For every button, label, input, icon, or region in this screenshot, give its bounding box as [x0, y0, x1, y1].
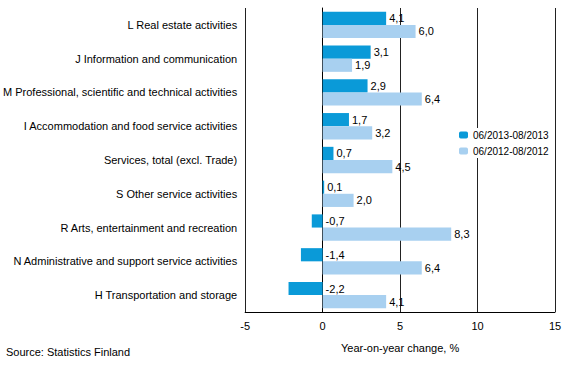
svg-text:0: 0 — [320, 320, 326, 332]
svg-text:6,4: 6,4 — [425, 93, 440, 105]
svg-text:6,4: 6,4 — [425, 262, 440, 274]
svg-text:2,9: 2,9 — [371, 80, 386, 92]
svg-text:6,0: 6,0 — [419, 25, 434, 37]
svg-text:4,1: 4,1 — [389, 296, 404, 308]
svg-text:H Transportation and storage: H Transportation and storage — [95, 289, 237, 301]
svg-text:06/2013-08/2013: 06/2013-08/2013 — [473, 130, 549, 141]
svg-text:3,2: 3,2 — [375, 127, 390, 139]
svg-text:M Professional, scientific and: M Professional, scientific and technical… — [3, 86, 238, 98]
svg-text:0,7: 0,7 — [336, 147, 351, 159]
svg-text:1,9: 1,9 — [355, 59, 370, 71]
svg-text:5: 5 — [397, 320, 403, 332]
svg-text:S Other service activities: S Other service activities — [116, 188, 238, 200]
svg-text:-1,4: -1,4 — [326, 249, 345, 261]
svg-text:-5: -5 — [240, 320, 250, 332]
svg-text:L Real estate activities: L Real estate activities — [128, 19, 238, 31]
svg-text:8,3: 8,3 — [454, 228, 469, 240]
svg-text:N Administrative and support s: N Administrative and support service act… — [13, 255, 237, 267]
svg-text:0,1: 0,1 — [327, 181, 342, 193]
svg-text:4,5: 4,5 — [395, 161, 410, 173]
svg-text:3,1: 3,1 — [374, 46, 389, 58]
svg-text:R Arts, entertainment and recr: R Arts, entertainment and recreation — [60, 222, 237, 234]
svg-text:J Information and communicatio: J Information and communication — [75, 53, 237, 65]
svg-text:15: 15 — [549, 320, 561, 332]
svg-text:Year-on-year change, %: Year-on-year change, % — [341, 342, 459, 354]
svg-text:-2,2: -2,2 — [326, 283, 345, 295]
svg-text:1,7: 1,7 — [352, 114, 367, 126]
svg-text:-0,7: -0,7 — [326, 215, 345, 227]
svg-text:Source: Statistics Finland: Source: Statistics Finland — [6, 346, 130, 358]
svg-text:06/2012-08/2012: 06/2012-08/2012 — [473, 146, 549, 157]
svg-text:Services, total (excl. Trade): Services, total (excl. Trade) — [104, 154, 237, 166]
svg-text:10: 10 — [471, 320, 483, 332]
svg-text:I Accommodation and food servi: I Accommodation and food service activit… — [24, 120, 238, 132]
svg-text:2,0: 2,0 — [357, 194, 372, 206]
svg-text:4,1: 4,1 — [389, 12, 404, 24]
